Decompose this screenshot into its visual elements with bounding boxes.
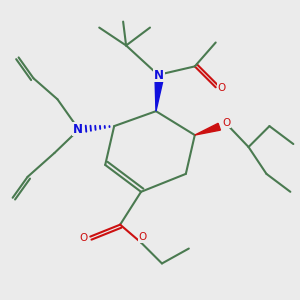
Text: N: N: [154, 69, 164, 82]
Polygon shape: [195, 123, 220, 135]
Text: O: O: [80, 233, 88, 243]
Text: O: O: [218, 83, 226, 93]
Text: O: O: [222, 118, 230, 128]
Text: O: O: [138, 232, 147, 242]
Polygon shape: [155, 80, 163, 111]
Text: N: N: [73, 123, 83, 136]
